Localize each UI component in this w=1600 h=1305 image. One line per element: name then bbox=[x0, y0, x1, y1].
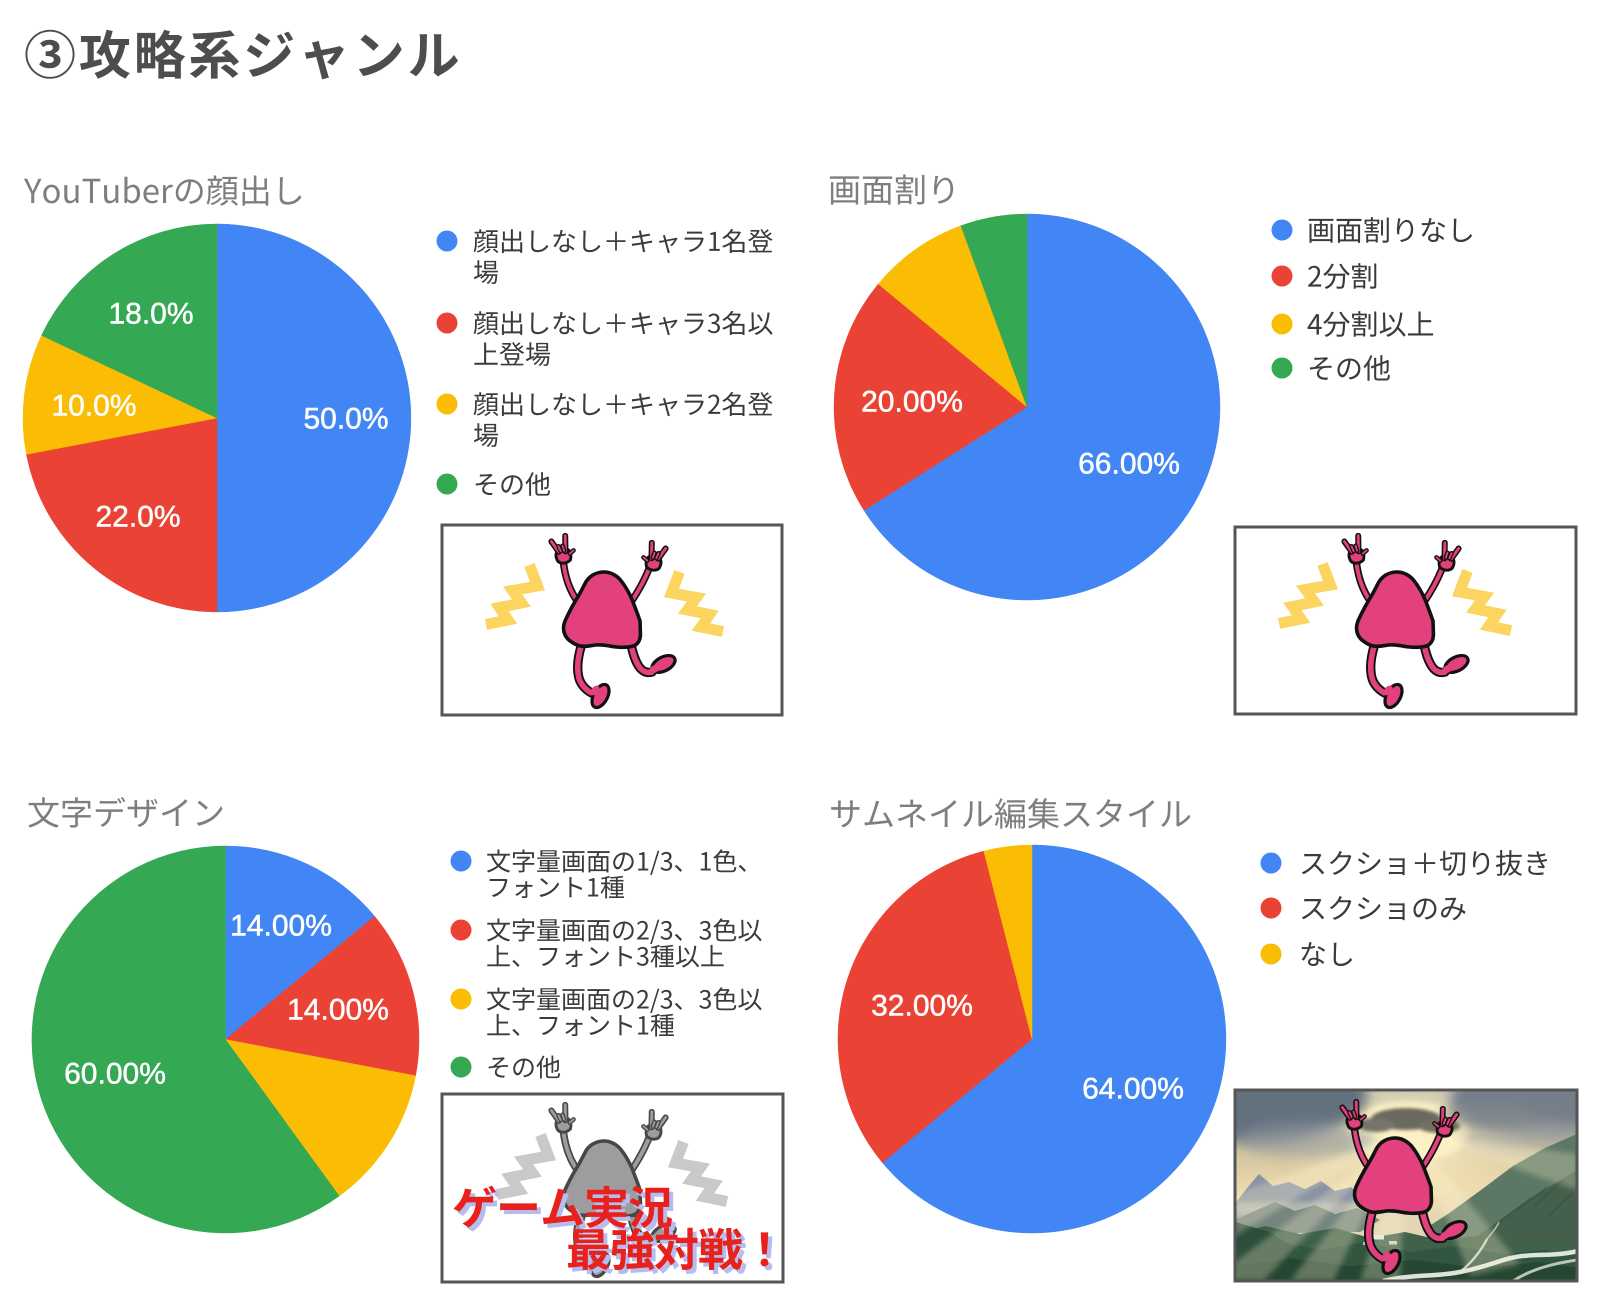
svg-text:32.00%: 32.00% bbox=[871, 990, 973, 1023]
svg-text:10.0%: 10.0% bbox=[51, 390, 136, 423]
svg-text:22.0%: 22.0% bbox=[95, 501, 180, 534]
svg-text:60.00%: 60.00% bbox=[64, 1058, 166, 1091]
svg-text:18.0%: 18.0% bbox=[108, 298, 193, 331]
svg-text:14.00%: 14.00% bbox=[230, 910, 332, 943]
svg-text:50.0%: 50.0% bbox=[303, 403, 388, 436]
svg-text:14.00%: 14.00% bbox=[287, 994, 389, 1027]
svg-text:64.00%: 64.00% bbox=[1082, 1073, 1184, 1106]
svg-text:66.00%: 66.00% bbox=[1078, 448, 1180, 481]
svg-text:20.00%: 20.00% bbox=[861, 386, 963, 419]
